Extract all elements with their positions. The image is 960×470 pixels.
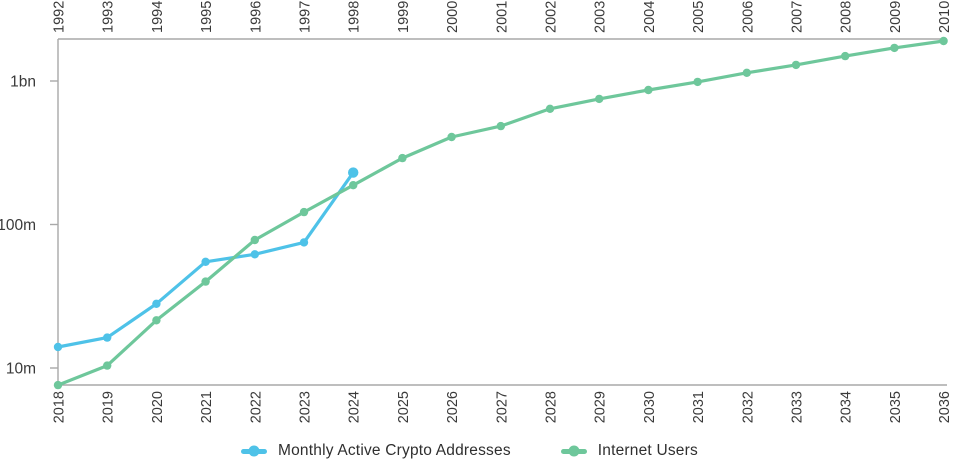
internet-users-data-point	[644, 85, 653, 95]
internet-users-data-point	[496, 121, 505, 131]
bottom-axis-year-label: 2032	[740, 391, 756, 423]
legend-item-internet-users[interactable]: Internet Users	[560, 442, 698, 460]
top-axis-year-label: 1995	[199, 1, 215, 33]
crypto-addresses-data-point	[348, 167, 359, 178]
crypto-addresses-data-point	[103, 333, 112, 342]
crypto-series-legend-label: Monthly Active Crypto Addresses	[278, 442, 511, 459]
internet-users-data-point	[939, 36, 948, 46]
internet-series-legend-marker	[560, 445, 587, 457]
top-axis-year-label: 2002	[544, 1, 560, 33]
internet-users-data-point	[693, 77, 702, 87]
internet-users-data-point	[152, 316, 161, 325]
bottom-axis-year-label: 2028	[544, 391, 560, 423]
top-axis-year-label: 1994	[150, 1, 166, 33]
bottom-axis-year-label: 2030	[642, 391, 658, 423]
top-axis-year-label: 2007	[790, 1, 806, 33]
top-axis-year-label: 1999	[396, 1, 412, 33]
legend-item-crypto-addresses[interactable]: Monthly Active Crypto Addresses	[241, 442, 511, 460]
internet-users-data-point	[841, 51, 850, 61]
top-axis-year-label: 2004	[642, 1, 658, 33]
chart-legend: Monthly Active Crypto Addresses Internet…	[0, 436, 960, 466]
y-axis-tick-label: 10m	[6, 361, 36, 378]
top-axis-year-label: 2000	[445, 1, 461, 33]
bottom-axis-year-label: 2031	[691, 391, 707, 423]
bottom-axis-year-label: 2021	[199, 391, 215, 423]
internet-users-data-point	[349, 181, 358, 190]
bottom-axis-year-label: 2035	[888, 391, 904, 423]
bottom-axis-year-label: 2027	[494, 391, 510, 423]
internet-users-data-point	[890, 43, 899, 53]
bottom-axis-year-label: 2034	[839, 391, 855, 423]
top-axis-year-label: 2005	[691, 1, 707, 33]
top-axis-year-label: 1993	[101, 1, 117, 33]
crypto-addresses-data-point	[53, 342, 63, 352]
internet-users-data-point	[791, 60, 801, 70]
y-axis-tick-label: 1bn	[10, 74, 36, 91]
top-axis-year-label: 2008	[839, 1, 855, 33]
top-axis-year-label: 1996	[248, 1, 264, 33]
top-axis-year-label: 2001	[494, 1, 510, 33]
bottom-axis-year-label: 2029	[593, 391, 609, 423]
bottom-axis-year-label: 2023	[298, 391, 314, 423]
internet-users-data-point	[103, 361, 112, 370]
top-axis-year-label: 2006	[740, 1, 756, 33]
crypto-legend-dot-icon	[248, 445, 260, 457]
internet-users-data-point	[545, 104, 555, 114]
internet-users-data-point	[250, 235, 259, 245]
y-axis-tick-label: 100m	[0, 217, 36, 234]
bottom-axis-year-label: 2033	[790, 391, 806, 423]
bottom-axis-year-label: 2036	[937, 391, 953, 423]
bottom-axis-year-label: 2024	[347, 391, 363, 423]
internet-users-data-point	[299, 207, 309, 217]
bottom-axis-year-label: 2019	[101, 391, 117, 423]
internet-users-data-point	[742, 68, 751, 78]
internet-users-data-point	[595, 94, 604, 104]
internet-users-data-point	[201, 277, 210, 286]
crypto-addresses-data-point	[299, 238, 309, 247]
bottom-axis-year-label: 2026	[445, 391, 461, 423]
bottom-axis-year-label: 2018	[52, 391, 68, 423]
internet-users-data-point	[398, 153, 407, 163]
top-axis-year-label: 1998	[347, 1, 363, 33]
top-axis-year-label: 1992	[52, 1, 68, 33]
bottom-axis-year-label: 2022	[248, 391, 264, 423]
internet-legend-dot-icon	[568, 445, 580, 457]
internet-users-data-point	[53, 380, 63, 390]
internet-users-line	[56, 39, 946, 387]
crypto-series-legend-marker	[241, 445, 267, 457]
crypto-addresses-data-point	[152, 299, 161, 308]
bottom-axis-year-label: 2025	[396, 391, 412, 423]
crypto-addresses-data-point	[250, 250, 259, 259]
internet-series-legend-label: Internet Users	[597, 442, 698, 459]
chart-plot-area: 10m 100m 1bn 1992 1993 1994 1995 1996 1997 1998 19…	[0, 1, 953, 424]
top-axis-year-label: 2009	[888, 1, 904, 33]
top-axis-year-label: 1997	[298, 1, 314, 33]
top-axis-year-label: 2003	[593, 1, 609, 33]
internet-users-data-point	[447, 132, 456, 142]
top-axis-year-label: 2010	[937, 1, 953, 33]
bottom-axis-year-label: 2020	[150, 391, 166, 423]
crypto-addresses-data-point	[201, 257, 210, 266]
